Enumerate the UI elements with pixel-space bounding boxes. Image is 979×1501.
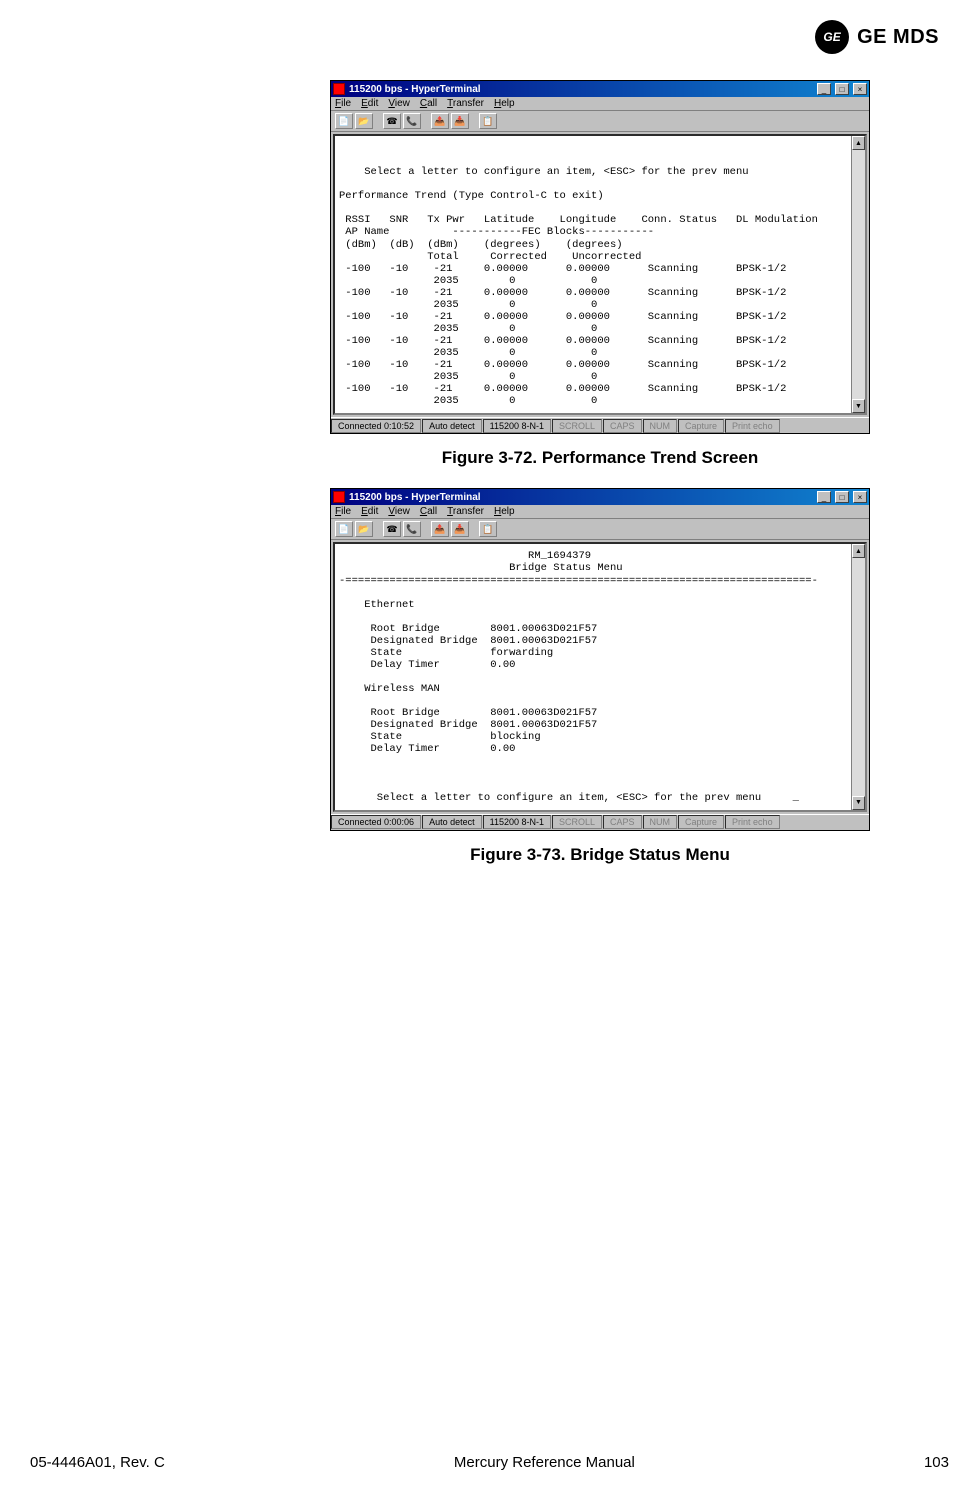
receive-icon[interactable]: 📥 xyxy=(451,113,469,129)
window-title: 115200 bps - HyperTerminal xyxy=(349,84,813,95)
menu-view[interactable]: View xyxy=(388,98,410,109)
menu-transfer[interactable]: Transfer xyxy=(447,506,484,517)
menu-call[interactable]: Call xyxy=(420,98,437,109)
open-icon[interactable]: 📂 xyxy=(355,113,373,129)
menu-help[interactable]: Help xyxy=(494,506,515,517)
new-icon[interactable]: 📄 xyxy=(335,521,353,537)
menu-file[interactable]: File xyxy=(335,98,351,109)
menu-file[interactable]: File xyxy=(335,506,351,517)
status-capture: Capture xyxy=(678,419,724,433)
connect-icon[interactable]: ☎ xyxy=(383,113,401,129)
menu-call[interactable]: Call xyxy=(420,506,437,517)
maximize-button[interactable]: □ xyxy=(835,491,849,503)
new-icon[interactable]: 📄 xyxy=(335,113,353,129)
properties-icon[interactable]: 📋 xyxy=(479,521,497,537)
scroll-down-icon[interactable]: ▼ xyxy=(852,796,865,810)
disconnect-icon[interactable]: 📞 xyxy=(403,113,421,129)
minimize-button[interactable]: _ xyxy=(817,83,831,95)
status-caps: CAPS xyxy=(603,815,642,829)
status-scroll: SCROLL xyxy=(552,419,602,433)
status-port: 115200 8-N-1 xyxy=(483,815,551,829)
maximize-button[interactable]: □ xyxy=(835,83,849,95)
toolbar: 📄 📂 ☎ 📞 📤 📥 📋 xyxy=(331,519,869,540)
status-echo: Print echo xyxy=(725,815,780,829)
statusbar: Connected 0:10:52 Auto detect 115200 8-N… xyxy=(331,417,869,433)
connect-icon[interactable]: ☎ xyxy=(383,521,401,537)
figure-caption-1: Figure 3-72. Performance Trend Screen xyxy=(290,448,910,468)
menu-edit[interactable]: Edit xyxy=(361,506,378,517)
terminal-body: RM_1694379 Bridge Status Menu -=========… xyxy=(333,542,867,811)
status-caps: CAPS xyxy=(603,419,642,433)
ge-monogram-icon: GE xyxy=(815,20,849,54)
footer-right: 103 xyxy=(924,1454,949,1471)
status-scroll: SCROLL xyxy=(552,815,602,829)
menu-help[interactable]: Help xyxy=(494,98,515,109)
titlebar: 115200 bps - HyperTerminal _ □ × xyxy=(331,81,869,97)
status-conn: Connected 0:10:52 xyxy=(331,419,421,433)
window-title: 115200 bps - HyperTerminal xyxy=(349,492,813,503)
app-icon xyxy=(333,83,345,95)
open-icon[interactable]: 📂 xyxy=(355,521,373,537)
menu-transfer[interactable]: Transfer xyxy=(447,98,484,109)
titlebar: 115200 bps - HyperTerminal _ □ × xyxy=(331,489,869,505)
receive-icon[interactable]: 📥 xyxy=(451,521,469,537)
status-auto: Auto detect xyxy=(422,815,482,829)
hyperterminal-window-1: 115200 bps - HyperTerminal _ □ × File Ed… xyxy=(330,80,870,434)
minimize-button[interactable]: _ xyxy=(817,491,831,503)
send-icon[interactable]: 📤 xyxy=(431,113,449,129)
brand-text: GE MDS xyxy=(857,26,939,49)
disconnect-icon[interactable]: 📞 xyxy=(403,521,421,537)
menubar: File Edit View Call Transfer Help xyxy=(331,505,869,519)
status-num: NUM xyxy=(643,419,678,433)
footer-left: 05-4446A01, Rev. C xyxy=(30,1454,165,1471)
status-capture: Capture xyxy=(678,815,724,829)
terminal-text: RM_1694379 Bridge Status Menu -=========… xyxy=(335,544,851,809)
scroll-up-icon[interactable]: ▲ xyxy=(852,136,865,150)
status-auto: Auto detect xyxy=(422,419,482,433)
toolbar: 📄 📂 ☎ 📞 📤 📥 📋 xyxy=(331,111,869,132)
terminal-text: Select a letter to configure an item, <E… xyxy=(335,136,851,413)
close-button[interactable]: × xyxy=(853,83,867,95)
scrollbar[interactable]: ▲ ▼ xyxy=(851,136,865,413)
menu-view[interactable]: View xyxy=(388,506,410,517)
header-logo: GE GE MDS xyxy=(815,20,939,54)
scrollbar[interactable]: ▲ ▼ xyxy=(851,544,865,809)
send-icon[interactable]: 📤 xyxy=(431,521,449,537)
scroll-down-icon[interactable]: ▼ xyxy=(852,399,865,413)
menu-edit[interactable]: Edit xyxy=(361,98,378,109)
menubar: File Edit View Call Transfer Help xyxy=(331,97,869,111)
terminal-body: Select a letter to configure an item, <E… xyxy=(333,134,867,415)
statusbar: Connected 0:00:06 Auto detect 115200 8-N… xyxy=(331,814,869,830)
properties-icon[interactable]: 📋 xyxy=(479,113,497,129)
hyperterminal-window-2: 115200 bps - HyperTerminal _ □ × File Ed… xyxy=(330,488,870,830)
footer-center: Mercury Reference Manual xyxy=(454,1454,635,1471)
status-conn: Connected 0:00:06 xyxy=(331,815,421,829)
figure-caption-2: Figure 3-73. Bridge Status Menu xyxy=(290,845,910,865)
app-icon xyxy=(333,491,345,503)
close-button[interactable]: × xyxy=(853,491,867,503)
page-footer: 05-4446A01, Rev. C Mercury Reference Man… xyxy=(30,1454,949,1471)
status-echo: Print echo xyxy=(725,419,780,433)
scroll-up-icon[interactable]: ▲ xyxy=(852,544,865,558)
status-port: 115200 8-N-1 xyxy=(483,419,551,433)
status-num: NUM xyxy=(643,815,678,829)
